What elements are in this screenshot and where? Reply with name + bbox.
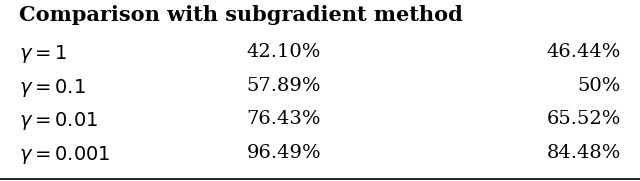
Text: $\gamma = 0.01$: $\gamma = 0.01$ [19, 110, 99, 132]
Text: 84.48%: 84.48% [547, 144, 621, 162]
Text: 76.43%: 76.43% [246, 110, 321, 128]
Text: 50%: 50% [577, 77, 621, 95]
Text: $\gamma = 0.1$: $\gamma = 0.1$ [19, 77, 86, 99]
Text: Comparison with subgradient method: Comparison with subgradient method [19, 5, 463, 25]
Text: 42.10%: 42.10% [246, 43, 321, 61]
Text: 57.89%: 57.89% [246, 77, 321, 95]
Text: $\gamma = 0.001$: $\gamma = 0.001$ [19, 144, 111, 166]
Text: 46.44%: 46.44% [547, 43, 621, 61]
Text: 65.52%: 65.52% [547, 110, 621, 128]
Text: 96.49%: 96.49% [246, 144, 321, 162]
Text: $\gamma = 1$: $\gamma = 1$ [19, 43, 67, 66]
